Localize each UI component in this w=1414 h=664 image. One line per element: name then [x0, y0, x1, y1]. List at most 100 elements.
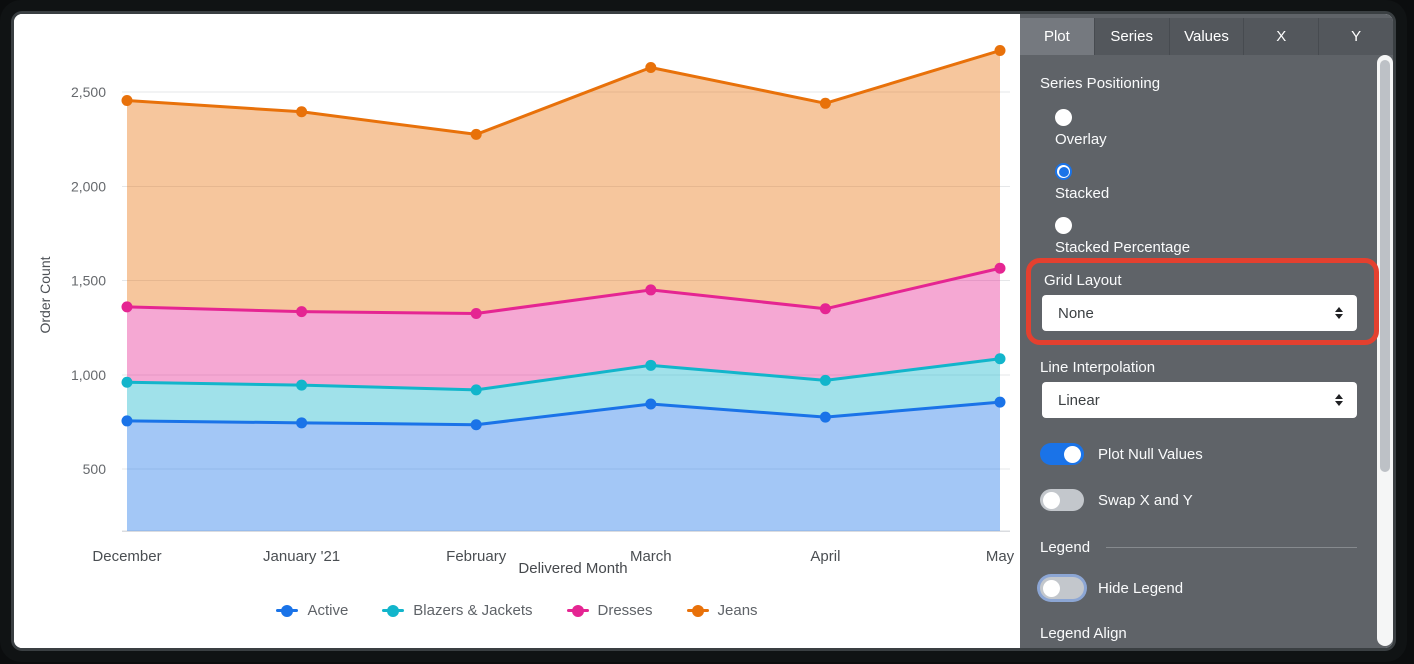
- legend-item-blazers-jackets[interactable]: Blazers & Jackets: [382, 602, 533, 619]
- tab-values[interactable]: Values: [1168, 18, 1244, 55]
- chart-legend: Active Blazers & Jackets Dresses Jeans: [14, 602, 1020, 619]
- radio-option-label: Overlay: [1055, 131, 1107, 148]
- hide-legend-toggle[interactable]: [1040, 577, 1084, 599]
- x-tick-label: March: [630, 548, 672, 565]
- swap-x-and-y-label: Swap X and Y: [1098, 491, 1193, 509]
- data-point[interactable]: [819, 303, 831, 315]
- select-arrows-icon: [1335, 394, 1343, 406]
- radio-option-stacked[interactable]: Stacked: [1055, 163, 1109, 202]
- data-point[interactable]: [121, 301, 133, 313]
- data-point[interactable]: [121, 376, 133, 388]
- data-point[interactable]: [470, 307, 482, 319]
- hide-legend-label: Hide Legend: [1098, 579, 1184, 597]
- tab-series[interactable]: Series: [1093, 18, 1169, 55]
- select-arrows-icon: [1335, 307, 1343, 319]
- x-tick-label: April: [810, 548, 840, 565]
- swap-x-and-y-toggle[interactable]: [1040, 489, 1084, 511]
- radio-icon[interactable]: [1055, 109, 1072, 126]
- legend-item-dresses[interactable]: Dresses: [566, 602, 653, 619]
- data-point[interactable]: [819, 374, 831, 386]
- plot-null-values-row: Plot Null Values: [1040, 443, 1203, 465]
- visualization-window: 500 1,000 1,500 2,000 2,500 December January '…: [14, 14, 1393, 648]
- series-line-blazers-jackets: [125, 357, 1002, 392]
- data-point[interactable]: [121, 94, 133, 106]
- data-point[interactable]: [645, 359, 657, 371]
- data-point[interactable]: [994, 45, 1006, 57]
- line-interpolation-label: Line Interpolation: [1040, 359, 1156, 376]
- legend-align-label: Legend Align: [1040, 625, 1127, 642]
- data-point[interactable]: [645, 398, 657, 410]
- radio-icon[interactable]: [1055, 217, 1072, 234]
- legend-label: Blazers & Jackets: [413, 602, 533, 619]
- y-tick-label: 2,500: [71, 84, 106, 100]
- stacked-area-chart: 500 1,000 1,500 2,000 2,500 December January '…: [71, 45, 1015, 565]
- legend-section-label: Legend: [1040, 539, 1091, 556]
- area-band-jeans: [127, 50, 1000, 314]
- data-point[interactable]: [296, 379, 308, 391]
- plot-null-values-toggle[interactable]: [1040, 443, 1084, 465]
- panel-tab-bar: Plot Series Values X Y: [1020, 18, 1393, 55]
- radio-option-overlay[interactable]: Overlay: [1055, 109, 1107, 148]
- line-interpolation-select[interactable]: Linear: [1042, 382, 1357, 418]
- data-point[interactable]: [296, 306, 308, 318]
- area-band-active: [127, 402, 1000, 531]
- y-tick-label: 2,000: [71, 178, 106, 194]
- radio-option-label: Stacked Percentage: [1055, 239, 1191, 256]
- x-tick-label: December: [92, 548, 161, 565]
- x-axis-title: Delivered Month: [518, 560, 628, 577]
- data-point[interactable]: [296, 417, 308, 429]
- x-tick-label: May: [986, 548, 1015, 565]
- legend-marker-icon: [686, 604, 709, 617]
- grid-layout-select[interactable]: None: [1042, 295, 1357, 331]
- section-divider: [1106, 547, 1357, 548]
- legend-section-header: Legend: [1040, 539, 1357, 556]
- line-interpolation-value: Linear: [1058, 391, 1100, 409]
- series-positioning-label: Series Positioning: [1040, 75, 1161, 92]
- y-tick-label: 1,500: [71, 273, 106, 289]
- area-band-blazers-jackets: [127, 358, 1000, 425]
- data-point[interactable]: [994, 396, 1006, 408]
- x-tick-label: February: [446, 548, 507, 565]
- grid-layout-value: None: [1058, 304, 1094, 322]
- series-line-active: [125, 400, 1002, 427]
- radio-option-stacked-percentage[interactable]: Stacked Percentage: [1055, 217, 1190, 256]
- series-line-dresses: [125, 266, 1002, 315]
- chart-pane: 500 1,000 1,500 2,000 2,500 December January '…: [14, 14, 1020, 648]
- series-line-jeans: [125, 49, 1002, 136]
- y-tick-label: 1,000: [71, 367, 106, 383]
- legend-label: Active: [307, 602, 349, 619]
- settings-panel: Plot Series Values X Y Series Positioning Ov…: [1020, 14, 1393, 648]
- tab-plot[interactable]: Plot: [1020, 18, 1094, 55]
- tab-y[interactable]: Y: [1318, 18, 1393, 55]
- y-tick-label: 500: [83, 461, 107, 477]
- panel-scrollbar-track[interactable]: [1377, 55, 1393, 646]
- plot-null-values-label: Plot Null Values: [1098, 445, 1203, 463]
- legend-marker-icon: [382, 604, 405, 617]
- data-point[interactable]: [296, 106, 308, 118]
- legend-label: Dresses: [597, 602, 653, 619]
- panel-scrollbar-thumb[interactable]: [1380, 60, 1390, 472]
- data-point[interactable]: [121, 415, 133, 427]
- radio-icon[interactable]: [1055, 163, 1072, 180]
- data-point[interactable]: [994, 353, 1006, 365]
- data-point[interactable]: [819, 97, 831, 109]
- hide-legend-row: Hide Legend: [1040, 577, 1183, 599]
- legend-item-active[interactable]: Active: [276, 602, 348, 619]
- x-tick-label: January '21: [263, 548, 340, 565]
- data-point[interactable]: [994, 262, 1006, 274]
- data-point[interactable]: [645, 284, 657, 296]
- data-point[interactable]: [819, 411, 831, 423]
- radio-option-label: Stacked: [1055, 185, 1110, 202]
- legend-item-jeans[interactable]: Jeans: [686, 602, 758, 619]
- legend-label: Jeans: [717, 602, 758, 619]
- data-point[interactable]: [470, 419, 482, 431]
- data-point[interactable]: [470, 384, 482, 396]
- y-axis-title: Order Count: [37, 256, 53, 334]
- legend-marker-icon: [566, 604, 589, 617]
- area-band-dresses: [127, 268, 1000, 390]
- data-point[interactable]: [645, 61, 657, 73]
- swap-x-y-row: Swap X and Y: [1040, 489, 1193, 511]
- tab-x[interactable]: X: [1243, 18, 1318, 55]
- grid-layout-label: Grid Layout: [1044, 272, 1122, 289]
- data-point[interactable]: [470, 128, 482, 140]
